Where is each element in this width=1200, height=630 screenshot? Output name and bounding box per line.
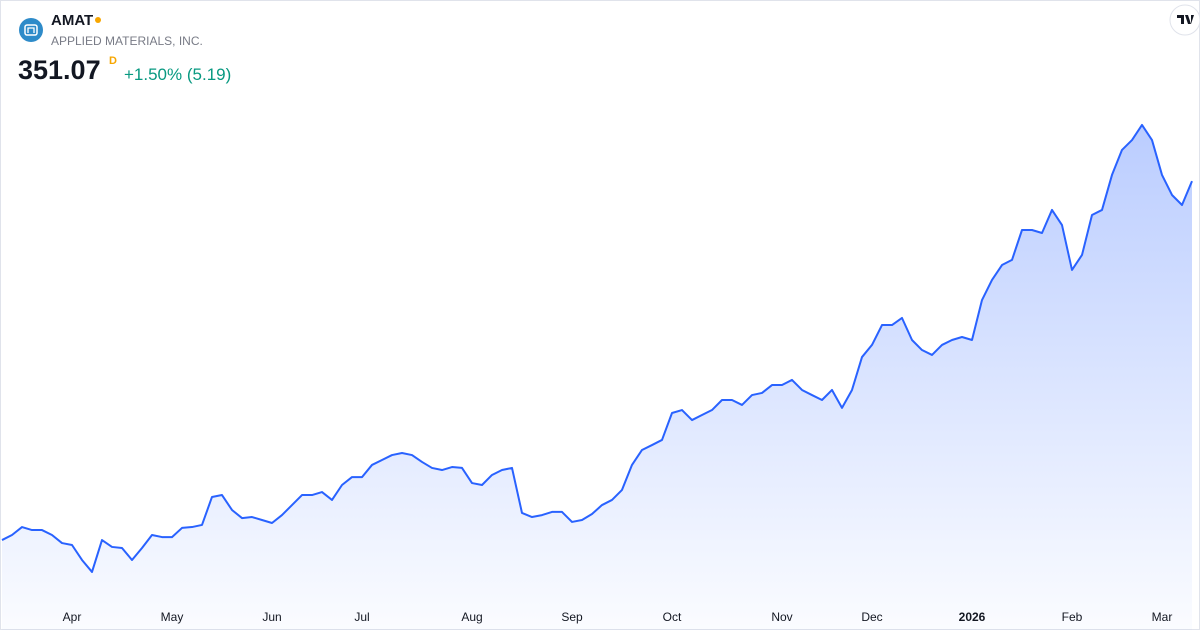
plot: Apr May Jun Jul Aug Sep Oct Nov Dec 2026 Feb Mar	[1, 123, 1193, 630]
x-tick-label: Jul	[354, 610, 369, 624]
interval: D	[109, 55, 117, 67]
x-tick-label: Apr	[63, 610, 82, 624]
company-name: APPLIED MATERIALS, INC.	[51, 34, 203, 48]
symbol: AMAT	[51, 12, 94, 29]
company-logo	[19, 18, 43, 42]
x-tick-label: Nov	[771, 610, 792, 624]
x-tick-label: Aug	[461, 610, 482, 624]
price-line	[1, 123, 1193, 573]
x-tick-label: Jun	[262, 610, 281, 624]
x-tick-label: 2026	[959, 610, 986, 624]
tv-logo[interactable]	[1169, 4, 1200, 36]
x-tick-label: Feb	[1062, 610, 1083, 624]
x-tick-label: Dec	[861, 610, 882, 624]
price: 351.07	[18, 55, 101, 85]
area-fill	[2, 124, 1192, 630]
x-tick-label: May	[161, 610, 184, 624]
status-dot	[95, 17, 101, 23]
x-tick-label: Oct	[663, 610, 682, 624]
x-tick-label: Mar	[1152, 610, 1173, 624]
x-tick-label: Sep	[561, 610, 583, 624]
price-change: +1.50% (5.19)	[124, 65, 232, 84]
